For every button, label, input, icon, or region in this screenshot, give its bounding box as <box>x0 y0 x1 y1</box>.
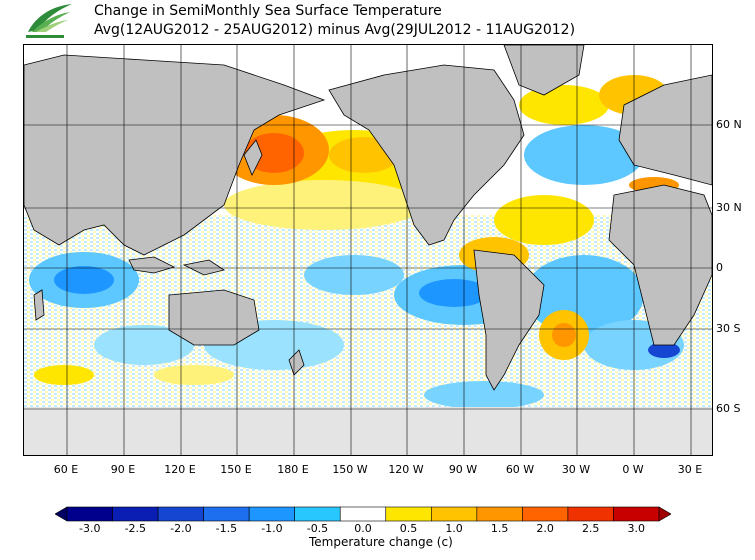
lon-label: 60 E <box>53 463 79 476</box>
colorbar-segment <box>294 506 341 522</box>
lat-label-30n: 30 N <box>716 201 742 214</box>
lon-label: 30 E <box>677 463 703 476</box>
chart-subtitle: Avg(12AUG2012 - 25AUG2012) minus Avg(29J… <box>94 22 576 38</box>
colorbar-segment <box>522 506 569 522</box>
colorbar-segment <box>339 506 387 522</box>
colorbar-segment <box>613 506 660 522</box>
lat-label-60s: 60 S <box>716 402 741 415</box>
colorbar-tick-label: -3.0 <box>79 522 101 535</box>
colorbar-segment <box>112 506 159 522</box>
sst-change-map <box>23 44 713 456</box>
colorbar-end-low <box>55 506 68 522</box>
colorbar-tick-label: -2.5 <box>124 522 147 535</box>
lon-label: 0 W <box>622 463 644 476</box>
graticule <box>24 45 712 455</box>
lat-label-0: 0 <box>716 261 723 274</box>
colorbar-tick-label: -1.0 <box>261 522 283 535</box>
colorbar-tick-label: 0.5 <box>399 522 418 535</box>
colorbar <box>55 506 671 522</box>
lon-label: 90 E <box>110 463 136 476</box>
agency-logo <box>26 4 72 38</box>
colorbar-tick-label: -2.0 <box>170 522 192 535</box>
colorbar-tick-label: 1.5 <box>490 522 509 535</box>
chart-title: Change in SemiMonthly Sea Surface Temper… <box>94 3 442 19</box>
colorbar-segment <box>476 506 523 522</box>
colorbar-segment <box>385 506 432 522</box>
lat-label-30s: 30 S <box>716 322 741 335</box>
lon-label: 120 W <box>388 463 424 476</box>
colorbar-end-high <box>658 506 671 522</box>
colorbar-title: Temperature change (c) <box>309 535 453 549</box>
lon-label: 60 W <box>505 463 535 476</box>
sea-ice <box>24 407 712 455</box>
colorbar-tick-label: 2.0 <box>536 522 554 535</box>
lon-label: 150 W <box>332 463 368 476</box>
lon-label: 120 E <box>164 463 196 476</box>
colorbar-segment <box>157 506 204 522</box>
lon-label: 150 E <box>220 463 252 476</box>
colorbar-segment <box>203 506 250 522</box>
colorbar-tick-label: -0.5 <box>306 522 329 535</box>
colorbar-segment <box>431 506 478 522</box>
lon-label: 90 W <box>448 463 478 476</box>
colorbar-segment <box>66 506 113 522</box>
colorbar-tick-label: -1.5 <box>215 522 238 535</box>
land-masses <box>24 45 712 391</box>
lon-label: 30 W <box>561 463 591 476</box>
colorbar-tick-label: 1.0 <box>445 522 463 535</box>
lon-label: 180 E <box>277 463 309 476</box>
lat-label-60n: 60 N <box>716 118 742 131</box>
colorbar-tick-label: 2.5 <box>581 522 600 535</box>
colorbar-tick-label: 0.0 <box>354 522 372 535</box>
colorbar-segment <box>567 506 614 522</box>
colorbar-tick-label: 3.0 <box>627 522 645 535</box>
colorbar-segment <box>248 506 295 522</box>
